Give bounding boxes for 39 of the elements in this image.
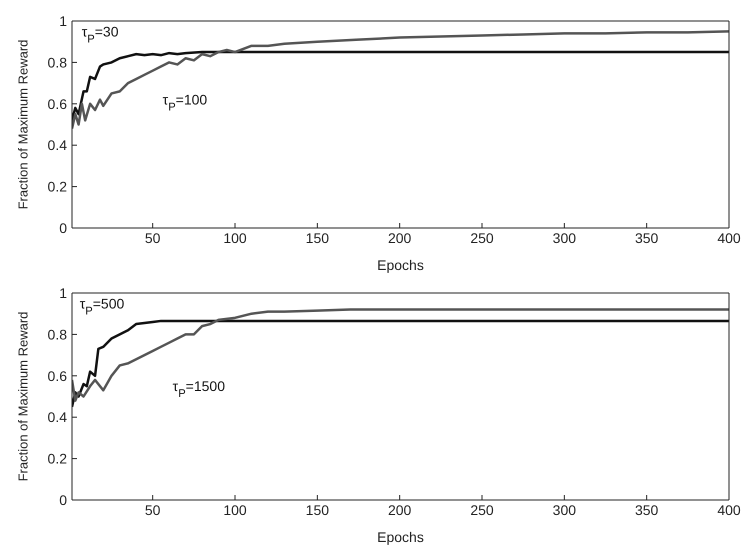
x-tick-label: 250 (470, 230, 494, 246)
x-tick-label: 150 (306, 230, 330, 246)
y-axis-title: Fraction of Maximum Reward (16, 312, 31, 482)
x-tick-label: 100 (223, 502, 247, 518)
y-tick-label: 1 (59, 12, 68, 29)
line-series (72, 50, 729, 122)
x-axis-title: Epochs (377, 529, 424, 545)
x-tick-label: 350 (634, 502, 659, 518)
y-tick-label: 0.2 (48, 450, 68, 467)
y-tick-label: 0.8 (48, 54, 68, 70)
x-tick-label: 100 (223, 230, 247, 246)
x-tick-label: 200 (388, 502, 412, 518)
y-tick-label: 0.4 (48, 409, 68, 426)
x-tick-label: 400 (717, 502, 741, 518)
x-tick-label: 300 (552, 230, 576, 246)
line-series (72, 308, 729, 402)
y-tick-label: 0 (59, 220, 68, 236)
y-tick-label: 0.6 (48, 368, 68, 384)
x-tick-label: 250 (470, 502, 494, 518)
x-tick-label: 50 (144, 230, 161, 246)
y-axis-title: Fraction of Maximum Reward (16, 40, 31, 210)
x-tick-label: 200 (388, 230, 412, 246)
y-tick-label: 0.4 (48, 137, 68, 154)
x-tick-label: 300 (552, 502, 576, 518)
y-tick-label: 0 (59, 492, 68, 508)
series-label: τ$_{P}$=30 (82, 23, 119, 46)
x-tick-label: 350 (634, 230, 659, 246)
x-tick-label: 50 (144, 502, 161, 518)
series-label: τ$_{P}$=500 (80, 295, 124, 318)
x-tick-label: 400 (717, 230, 741, 246)
text: τ$_{P}$=1500 (172, 378, 226, 400)
line-series (72, 320, 729, 408)
x-axis-title: Epochs (377, 257, 424, 273)
x-tick-label: 150 (306, 502, 330, 518)
y-tick-label: 0.2 (48, 178, 68, 195)
series-label: τ$_{P}$=100 (162, 92, 208, 114)
y-tick-label: 1 (59, 284, 68, 301)
y-tick-label: 0.8 (48, 326, 68, 342)
y-tick-label: 0.6 (48, 96, 68, 112)
